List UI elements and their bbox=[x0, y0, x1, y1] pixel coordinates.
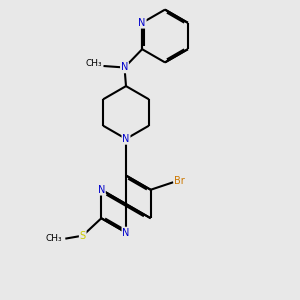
Text: Br: Br bbox=[174, 176, 185, 186]
Text: S: S bbox=[80, 231, 86, 241]
Text: N: N bbox=[121, 62, 128, 73]
Text: N: N bbox=[122, 134, 130, 144]
Text: N: N bbox=[138, 18, 146, 28]
Text: CH₃: CH₃ bbox=[85, 59, 102, 68]
Text: N: N bbox=[98, 185, 105, 195]
Text: N: N bbox=[122, 227, 130, 238]
Text: CH₃: CH₃ bbox=[45, 234, 62, 243]
